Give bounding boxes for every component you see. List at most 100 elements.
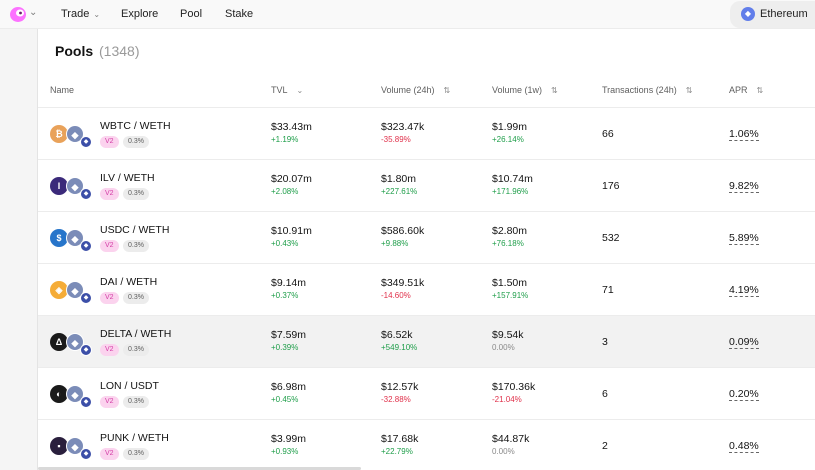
transactions-value: 71 xyxy=(602,284,614,296)
table-row[interactable]: ◈ ◆ ◆ DAI / WETH V2 0.3% $9.14m +0.37% $349.51k -… xyxy=(38,264,815,316)
page-title: Pools (1348) xyxy=(55,43,139,59)
fee-badge: 0.3% xyxy=(123,240,149,252)
transactions-value: 532 xyxy=(602,232,620,244)
volume-24h-value: $6.52k xyxy=(381,329,413,341)
pool-pair: DELTA / WETH xyxy=(100,328,172,340)
header-apr-label: APR xyxy=(729,85,748,95)
horizontal-scrollbar[interactable] xyxy=(38,467,361,470)
tvl-value: $10.91m xyxy=(271,225,312,237)
version-badge: V2 xyxy=(100,396,119,408)
version-badge: V2 xyxy=(100,188,119,200)
volume-24h-change: +9.88% xyxy=(381,239,409,248)
nav-stake[interactable]: Stake xyxy=(225,8,254,20)
token-a-icon: ◐ xyxy=(50,385,68,403)
sort-desc-icon: ⌄ xyxy=(296,86,304,95)
ethereum-chain-badge-icon: ◆ xyxy=(80,344,92,356)
table-row[interactable]: ₿ ◆ ◆ WBTC / WETH V2 0.3% $33.43m +1.19% $323.47… xyxy=(38,108,815,160)
tvl-value: $7.59m xyxy=(271,329,307,341)
fee-badge: 0.3% xyxy=(123,448,149,460)
sort-icon: ⇅ xyxy=(685,86,693,95)
weth-token-icon: ◆ xyxy=(66,437,84,455)
header-apr[interactable]: APR ⇅ xyxy=(729,85,763,95)
fee-badge: 0.3% xyxy=(123,344,149,356)
pool-count: (1348) xyxy=(99,43,140,59)
token-a-icon: Δ xyxy=(50,333,68,351)
ethereum-chain-badge-icon: ◆ xyxy=(80,448,92,460)
ethereum-chain-badge-icon: ◆ xyxy=(80,292,92,304)
weth-token-icon: ◆ xyxy=(66,385,84,403)
sort-icon: ⇅ xyxy=(756,86,764,95)
apr-value[interactable]: 5.89% xyxy=(729,232,759,245)
volume-1w-change: +157.91% xyxy=(492,291,529,300)
weth-token-icon: ◆ xyxy=(66,229,84,247)
ethereum-icon: ◆ xyxy=(741,7,755,21)
sort-icon: ⇅ xyxy=(443,86,451,95)
volume-1w-change: 0.00% xyxy=(492,343,515,352)
tvl-value: $33.43m xyxy=(271,121,312,133)
chevron-down-icon[interactable]: ⌄ xyxy=(29,7,38,18)
table-row[interactable]: ▪ ◆ ◆ PUNK / WETH V2 0.3% $3.99m +0.93% $17.68k +… xyxy=(38,420,815,470)
pool-pair: DAI / WETH xyxy=(100,276,158,288)
nav-pool[interactable]: Pool xyxy=(180,8,203,20)
volume-1w-change: -21.04% xyxy=(492,395,522,404)
table-row[interactable]: Δ ◆ ◆ DELTA / WETH V2 0.3% $7.59m +0.39% $6.52k +… xyxy=(38,316,815,368)
nav-explore[interactable]: Explore xyxy=(121,8,159,20)
apr-value[interactable]: 4.19% xyxy=(729,284,759,297)
top-nav: ⌄ Trade ⌄ Explore Pool Stake ◆ Ethereum xyxy=(0,0,815,29)
header-tvl[interactable]: TVL ⌄ xyxy=(271,85,303,95)
table-row[interactable]: $ ◆ ◆ USDC / WETH V2 0.3% $10.91m +0.43% $586.60… xyxy=(38,212,815,264)
volume-24h-value: $17.68k xyxy=(381,433,419,445)
header-volume-24h[interactable]: Volume (24h) ⇅ xyxy=(381,85,450,95)
volume-1w-change: +171.96% xyxy=(492,187,529,196)
table-row[interactable]: ◐ ◆ ◆ LON / USDT V2 0.3% $6.98m +0.45% $12.57k -3… xyxy=(38,368,815,420)
nav-trade[interactable]: Trade ⌄ xyxy=(61,8,100,20)
header-name: Name xyxy=(50,85,75,95)
apr-value[interactable]: 0.48% xyxy=(729,440,759,453)
weth-token-icon: ◆ xyxy=(66,125,84,143)
volume-1w-value: $2.80m xyxy=(492,225,528,237)
fee-badge: 0.3% xyxy=(123,396,149,408)
apr-value[interactable]: 1.06% xyxy=(729,128,759,141)
tvl-change: +0.43% xyxy=(271,239,299,248)
tvl-change: +1.19% xyxy=(271,135,299,144)
volume-1w-value: $1.99m xyxy=(492,121,528,133)
tvl-change: +0.45% xyxy=(271,395,299,404)
weth-token-icon: ◆ xyxy=(66,333,84,351)
version-badge: V2 xyxy=(100,136,119,148)
pool-pair: LON / USDT xyxy=(100,380,159,392)
volume-24h-change: -32.88% xyxy=(381,395,411,404)
volume-1w-change: 0.00% xyxy=(492,447,515,456)
transactions-value: 6 xyxy=(602,388,608,400)
volume-24h-value: $1.80m xyxy=(381,173,417,185)
header-transactions-24h[interactable]: Transactions (24h) ⇅ xyxy=(602,85,692,95)
apr-value[interactable]: 0.20% xyxy=(729,388,759,401)
apr-value[interactable]: 0.09% xyxy=(729,336,759,349)
weth-token-icon: ◆ xyxy=(66,177,84,195)
ethereum-chain-badge-icon: ◆ xyxy=(80,240,92,252)
volume-24h-value: $586.60k xyxy=(381,225,425,237)
apr-value[interactable]: 9.82% xyxy=(729,180,759,193)
chain-selector-button[interactable]: ◆ Ethereum xyxy=(730,1,815,28)
token-a-icon: ₿ xyxy=(50,125,68,143)
nav-trade-label: Trade xyxy=(61,8,90,20)
tvl-value: $9.14m xyxy=(271,277,307,289)
transactions-value: 2 xyxy=(602,440,608,452)
volume-1w-value: $44.87k xyxy=(492,433,530,445)
volume-1w-value: $170.36k xyxy=(492,381,536,393)
uniswap-logo-icon[interactable] xyxy=(9,6,27,23)
version-badge: V2 xyxy=(100,240,119,252)
table-row[interactable]: I ◆ ◆ ILV / WETH V2 0.3% $20.07m +2.08% $1.80m +2… xyxy=(38,160,815,212)
left-sidebar xyxy=(0,29,38,470)
token-a-icon: ▪ xyxy=(50,437,68,455)
volume-24h-change: -35.89% xyxy=(381,135,411,144)
pool-pair: PUNK / WETH xyxy=(100,432,169,444)
volume-24h-value: $349.51k xyxy=(381,277,425,289)
weth-token-icon: ◆ xyxy=(66,281,84,299)
tvl-change: +0.39% xyxy=(271,343,299,352)
fee-badge: 0.3% xyxy=(123,188,149,200)
volume-24h-change: +22.79% xyxy=(381,447,413,456)
ethereum-chain-badge-icon: ◆ xyxy=(80,396,92,408)
tvl-change: +0.93% xyxy=(271,447,299,456)
page-title-text: Pools xyxy=(55,43,94,59)
header-volume-1w[interactable]: Volume (1w) ⇅ xyxy=(492,85,558,95)
